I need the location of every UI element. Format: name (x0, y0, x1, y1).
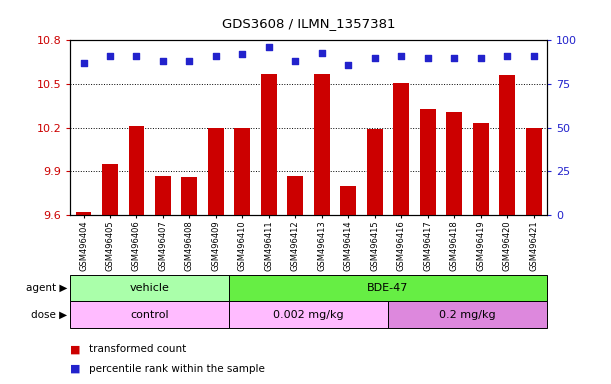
Point (397, 53, 406, 59)
Bar (208, 128, 224, 215)
Bar (235, 128, 251, 215)
Bar (181, 177, 197, 215)
Point (290, 58, 300, 65)
Bar (261, 74, 277, 215)
Text: ■: ■ (70, 364, 81, 374)
Bar (102, 164, 118, 215)
Bar (314, 74, 330, 215)
Point (502, 53, 512, 59)
Point (105, 53, 115, 59)
Point (343, 62, 353, 68)
Bar (340, 186, 356, 215)
Text: control: control (130, 310, 169, 320)
Bar (525, 128, 541, 215)
Bar (229, 301, 388, 328)
Text: dose ▶: dose ▶ (31, 310, 67, 320)
Point (370, 55, 379, 61)
Point (476, 55, 486, 61)
Point (211, 53, 221, 59)
Bar (155, 176, 171, 215)
Bar (420, 109, 436, 215)
Bar (70, 301, 229, 328)
Point (238, 51, 247, 57)
Bar (473, 123, 489, 215)
Bar (70, 275, 229, 301)
Point (264, 44, 274, 50)
Bar (76, 212, 92, 215)
Point (79, 60, 89, 66)
Point (131, 53, 141, 59)
Bar (393, 83, 409, 215)
Bar (499, 75, 515, 215)
Text: transformed count: transformed count (89, 344, 186, 354)
Text: BDE-47: BDE-47 (367, 283, 409, 293)
Point (185, 58, 194, 65)
Point (317, 50, 327, 56)
Bar (128, 126, 144, 215)
Bar (388, 301, 547, 328)
Text: 0.002 mg/kg: 0.002 mg/kg (273, 310, 344, 320)
Text: vehicle: vehicle (130, 283, 170, 293)
Bar (229, 275, 547, 301)
Point (158, 58, 168, 65)
Text: agent ▶: agent ▶ (26, 283, 67, 293)
Text: GDS3608 / ILMN_1357381: GDS3608 / ILMN_1357381 (222, 17, 395, 30)
Text: percentile rank within the sample: percentile rank within the sample (89, 364, 265, 374)
Text: ■: ■ (70, 344, 81, 354)
Point (423, 55, 433, 61)
Bar (446, 112, 462, 215)
Point (449, 55, 459, 61)
Bar (287, 176, 303, 215)
Text: 0.2 mg/kg: 0.2 mg/kg (439, 310, 496, 320)
Bar (367, 129, 382, 215)
Point (529, 53, 538, 59)
